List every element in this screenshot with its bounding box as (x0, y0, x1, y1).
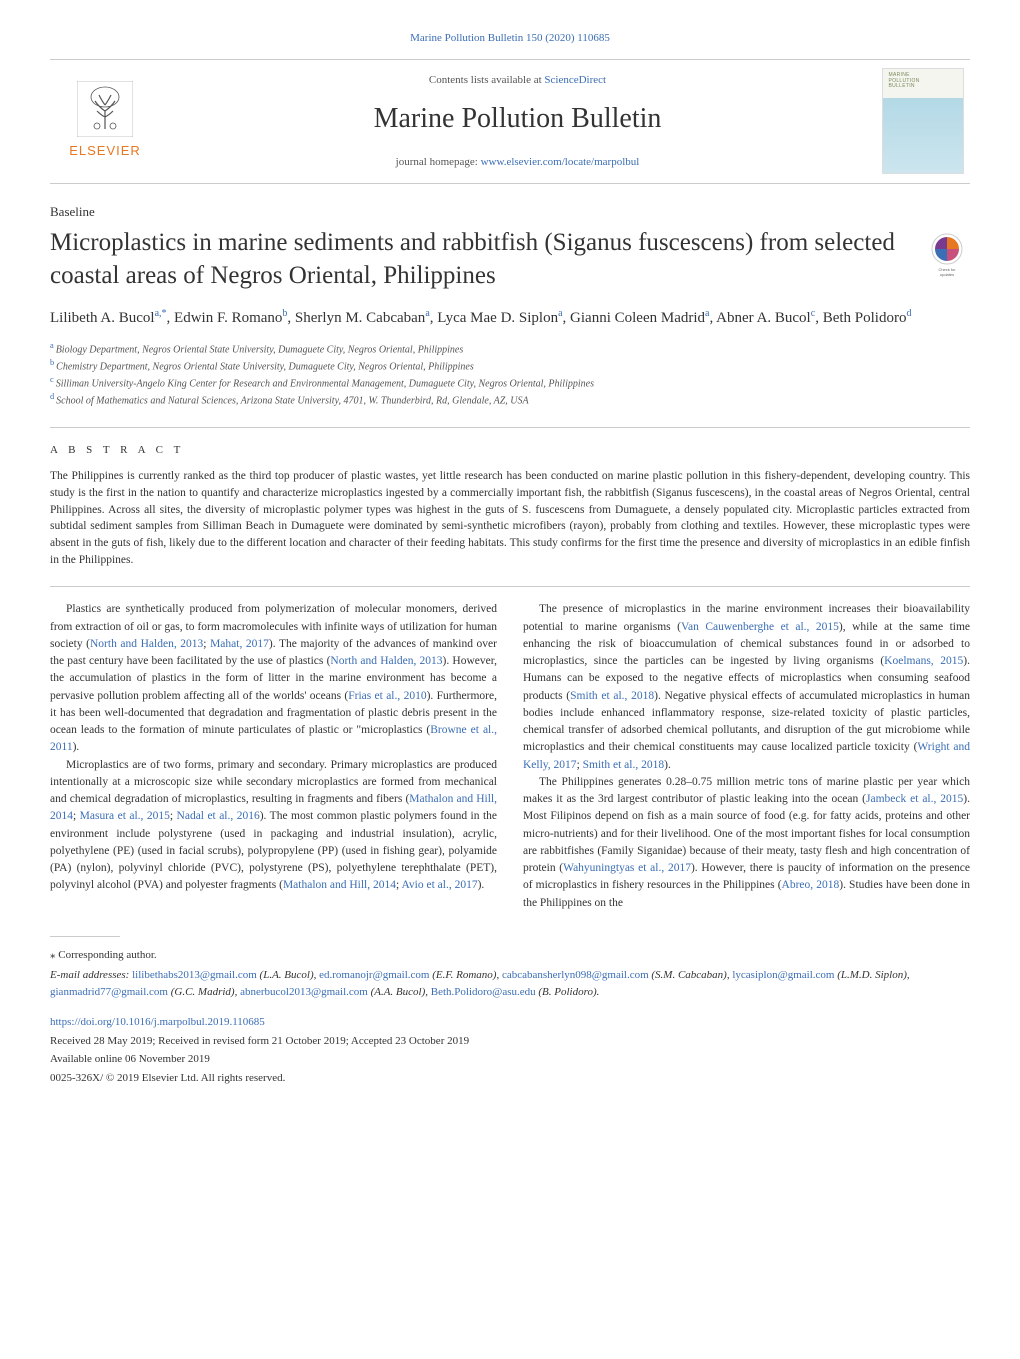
footer-divider (50, 936, 120, 937)
elsevier-tree-icon (77, 81, 133, 137)
abstract-text: The Philippines is currently ranked as t… (50, 468, 970, 568)
title-row: Microplastics in marine sediments and ra… (50, 227, 970, 306)
body-p3: The presence of microplastics in the mar… (523, 601, 970, 774)
header-center: Contents lists available at ScienceDirec… (160, 60, 875, 183)
check-updates-icon[interactable]: Check for updates (924, 231, 970, 277)
affiliation-a: Biology Department, Negros Oriental Stat… (56, 344, 464, 355)
elsevier-label: ELSEVIER (69, 141, 141, 161)
divider (50, 586, 970, 587)
journal-title: Marine Pollution Bulletin (160, 98, 875, 140)
copyright-line: 0025-326X/ © 2019 Elsevier Ltd. All righ… (50, 1070, 970, 1087)
journal-citation[interactable]: Marine Pollution Bulletin 150 (2020) 110… (50, 30, 970, 47)
homepage-link[interactable]: www.elsevier.com/locate/marpolbul (481, 156, 640, 168)
corresponding-author: ⁎ Corresponding author. (50, 947, 970, 964)
cover-thumbnail-box[interactable]: MARINE POLLUTION BULLETIN (875, 60, 970, 183)
authors: Lilibeth A. Bucola,*, Edwin F. Romanob, … (50, 306, 970, 330)
affiliations: aBiology Department, Negros Oriental Sta… (50, 340, 970, 409)
column-right: The presence of microplastics in the mar… (523, 601, 970, 912)
contents-prefix: Contents lists available at (429, 74, 544, 86)
body-p1: Plastics are synthetically produced from… (50, 601, 497, 756)
elsevier-logo-box[interactable]: ELSEVIER (50, 60, 160, 183)
cover-mini-title: MARINE POLLUTION BULLETIN (889, 73, 920, 90)
body-p2: Microplastics are of two forms, primary … (50, 757, 497, 895)
abstract-label: A B S T R A C T (50, 442, 970, 459)
divider (50, 427, 970, 428)
header: ELSEVIER Contents lists available at Sci… (50, 59, 970, 184)
contents-line: Contents lists available at ScienceDirec… (160, 72, 875, 89)
svg-text:updates: updates (940, 272, 954, 277)
affiliation-c: Silliman University-Angelo King Center f… (56, 378, 594, 389)
emails-list: lilibethabs2013@gmail.com (L.A. Bucol), … (50, 969, 910, 998)
homepage-prefix: journal homepage: (396, 156, 481, 168)
sciencedirect-link[interactable]: ScienceDirect (544, 74, 606, 86)
doi-link[interactable]: https://doi.org/10.1016/j.marpolbul.2019… (50, 1014, 970, 1031)
affiliation-d: School of Mathematics and Natural Scienc… (56, 396, 528, 407)
article-type-label: Baseline (50, 202, 970, 222)
column-left: Plastics are synthetically produced from… (50, 601, 497, 912)
received-line: Received 28 May 2019; Received in revise… (50, 1033, 970, 1050)
email-addresses: E-mail addresses: lilibethabs2013@gmail.… (50, 967, 970, 1000)
body-p4: The Philippines generates 0.28–0.75 mill… (523, 774, 970, 912)
cover-thumbnail: MARINE POLLUTION BULLETIN (882, 68, 964, 174)
emails-label: E-mail addresses: (50, 969, 129, 981)
available-line: Available online 06 November 2019 (50, 1051, 970, 1068)
affiliation-b: Chemistry Department, Negros Oriental St… (56, 361, 474, 372)
homepage-line: journal homepage: www.elsevier.com/locat… (160, 154, 875, 171)
body-columns: Plastics are synthetically produced from… (50, 601, 970, 912)
article-title: Microplastics in marine sediments and ra… (50, 227, 912, 292)
